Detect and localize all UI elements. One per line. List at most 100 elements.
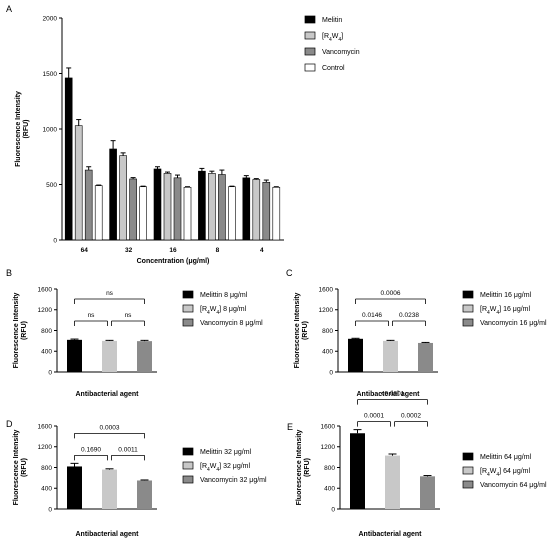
y-tick-label: 1000: [43, 126, 58, 133]
chart-c: C 0 400 800 1200 1600 Fluorescence Intensity(R…: [286, 268, 547, 398]
bar: [183, 186, 192, 241]
legend-swatch: [304, 63, 316, 72]
p-value-label: 0.0001: [364, 413, 384, 420]
legend-label: Vancomycin 16 μg/ml: [480, 320, 547, 327]
y-tick-label: 800: [41, 465, 52, 472]
bar: [272, 186, 281, 241]
y-tick-label: 1200: [38, 307, 53, 314]
y-tick-label: 1500: [43, 71, 58, 78]
y-tick-label: 1600: [319, 286, 334, 293]
p-value-label: ns: [106, 290, 114, 297]
bar: [67, 466, 82, 509]
legend-label: [R4W4] 32 μg/ml: [200, 463, 251, 473]
legend-swatch: [182, 318, 194, 327]
x-axis-label: Concentration (μg/ml): [137, 258, 210, 265]
x-tick-label: 32: [125, 247, 133, 254]
panel-letter-b: B: [6, 268, 12, 278]
bar: [348, 338, 363, 372]
legend-swatch: [182, 290, 194, 299]
p-value-label: ns: [88, 312, 96, 319]
chart-d: D 0 400 800 1200 1600 Fluorescence Intensity(R…: [6, 419, 267, 538]
chart-e: E 0 400 800 1200 1600 Fluorescence Intensity(R…: [287, 391, 547, 538]
p-value-label: 0.0002: [401, 413, 421, 420]
bar: [139, 186, 147, 241]
chart-b: B 0 400 800 1200 1600 Fluorescence Intensity(R…: [6, 268, 263, 398]
chart-a: A 0 500 1000 1500 2000 Fluorescence Intensity(…: [6, 4, 360, 265]
p-value-label: 0.0006: [381, 290, 401, 297]
bar: [84, 169, 93, 241]
bar: [163, 173, 172, 241]
y-tick-label: 400: [322, 349, 333, 356]
bar: [94, 185, 103, 241]
legend-swatch: [462, 452, 474, 461]
legend-label: Vancomycin 64 μg/ml: [480, 482, 547, 489]
legend-swatch: [182, 447, 194, 456]
y-axis-label: Fluorescence Intensity(RFU): [296, 429, 311, 505]
y-axis-label: Fluorescence Intensity(RFU): [15, 91, 30, 167]
x-axis-label: Antibacterial agent: [356, 391, 420, 398]
legend-label: Melittin 32 μg/ml: [200, 449, 252, 456]
bar: [218, 174, 226, 241]
y-axis-label: Fluorescence Intensity(RFU): [13, 292, 28, 368]
legend-label: [R4W4] 16 μg/ml: [480, 306, 531, 316]
legend-label: Control: [322, 65, 345, 72]
y-tick-label: 800: [322, 328, 333, 335]
panel-letter-c: C: [286, 268, 293, 278]
y-tick-label: 1200: [38, 444, 53, 451]
panel-letter-e: E: [287, 422, 293, 432]
y-tick-label: 1200: [319, 307, 334, 314]
bar: [74, 125, 83, 241]
bar: [208, 173, 216, 241]
bar: [137, 480, 152, 509]
x-tick-label: 16: [169, 247, 177, 254]
x-axis-label: Antibacterial agent: [75, 391, 139, 398]
legend-label: Melitin: [322, 17, 342, 24]
legend-swatch: [462, 318, 474, 327]
panel-letter-d: D: [6, 419, 13, 429]
y-tick-label: 800: [324, 465, 335, 472]
y-tick-label: 2000: [43, 15, 58, 22]
p-value-label: ns: [125, 312, 133, 319]
y-tick-label: 0: [331, 506, 335, 513]
x-tick-label: 64: [81, 247, 89, 254]
p-value-label: 0.0011: [118, 446, 138, 453]
bar: [173, 177, 182, 241]
legend-label: [R4W4] 64 μg/ml: [480, 468, 531, 478]
y-tick-label: 1600: [38, 423, 53, 430]
bar: [228, 186, 236, 241]
legend-swatch: [304, 15, 316, 24]
y-tick-label: 0: [48, 369, 52, 376]
legend-swatch: [182, 304, 194, 313]
x-axis-label: Antibacterial agent: [358, 531, 422, 538]
y-tick-label: 800: [41, 328, 52, 335]
bar: [137, 341, 152, 372]
bar: [350, 433, 365, 509]
bar: [153, 168, 162, 241]
bar: [198, 170, 206, 241]
x-tick-label: 4: [260, 247, 264, 254]
bar: [109, 148, 117, 241]
bar: [119, 155, 127, 241]
bar: [102, 469, 117, 509]
legend-swatch: [462, 480, 474, 489]
legend-swatch: [462, 304, 474, 313]
p-value-label: 0.0238: [399, 312, 419, 319]
legend-swatch: [462, 466, 474, 475]
y-tick-label: 0: [329, 369, 333, 376]
bar: [420, 476, 435, 509]
x-tick-label: 8: [216, 247, 220, 254]
p-value-label: 0.0003: [100, 424, 120, 431]
y-tick-label: 400: [41, 349, 52, 356]
bar: [242, 177, 251, 241]
legend-swatch: [304, 31, 316, 40]
y-tick-label: 0: [53, 237, 57, 244]
legend-swatch: [462, 290, 474, 299]
y-tick-label: 500: [46, 182, 57, 189]
y-tick-label: 400: [41, 486, 52, 493]
x-axis-label: Antibacterial agent: [75, 531, 139, 538]
p-value-label: 0.1690: [81, 446, 101, 453]
bar: [129, 178, 137, 241]
legend-label: Vancomycin 32 μg/ml: [200, 477, 267, 484]
y-axis-label: Fluorescence Intensity(RFU): [294, 292, 309, 368]
